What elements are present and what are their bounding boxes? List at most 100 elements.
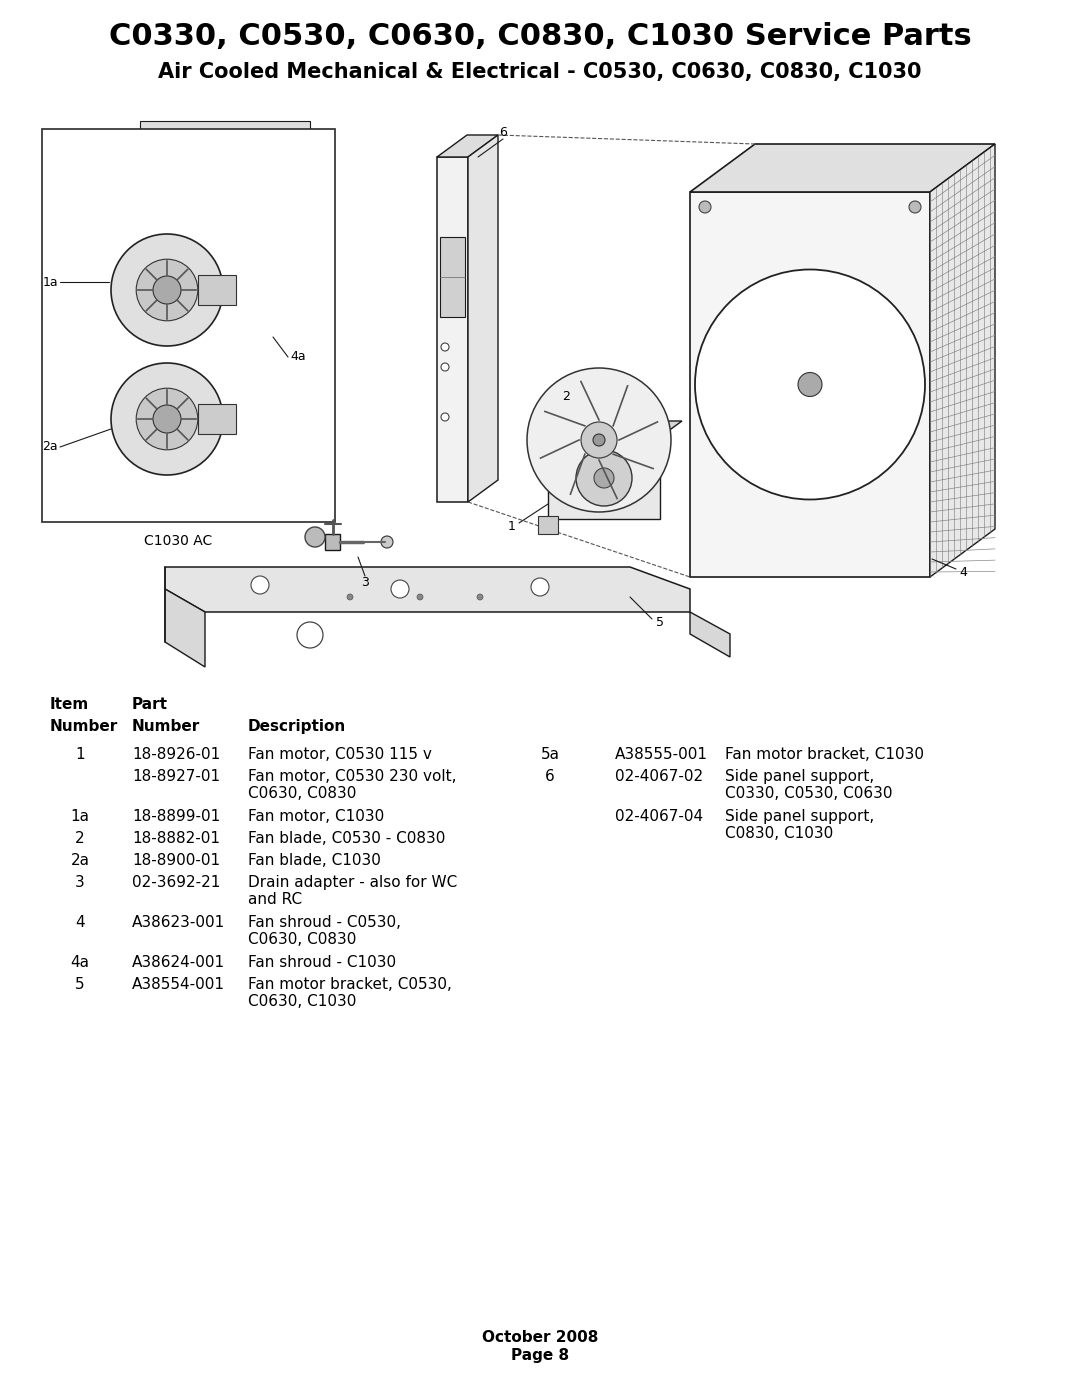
Polygon shape: [690, 191, 930, 577]
Circle shape: [381, 536, 393, 548]
Text: A38555-001: A38555-001: [615, 747, 708, 761]
Text: Description: Description: [248, 719, 347, 733]
Text: October 2008: October 2008: [482, 1330, 598, 1345]
Text: A38623-001: A38623-001: [132, 915, 226, 930]
Circle shape: [531, 578, 549, 597]
Text: Fan shroud - C1030: Fan shroud - C1030: [248, 956, 396, 970]
Bar: [42, 129, 335, 522]
Text: Page 8: Page 8: [511, 1348, 569, 1363]
Text: C0330, C0530, C0630, C0830, C1030 Service Parts: C0330, C0530, C0630, C0830, C1030 Servic…: [109, 22, 971, 52]
Text: 18-8927-01: 18-8927-01: [132, 768, 220, 784]
Text: 2: 2: [76, 831, 85, 847]
Text: 1a: 1a: [70, 809, 90, 824]
Bar: [538, 515, 558, 534]
Polygon shape: [140, 122, 310, 168]
Circle shape: [581, 422, 617, 458]
Polygon shape: [165, 567, 690, 612]
Text: 6: 6: [545, 768, 555, 784]
Circle shape: [594, 468, 615, 488]
Polygon shape: [930, 144, 995, 577]
Text: 2a: 2a: [42, 440, 58, 454]
Text: 2: 2: [562, 391, 570, 404]
Text: Part: Part: [132, 697, 168, 712]
Circle shape: [153, 405, 181, 433]
Circle shape: [593, 434, 605, 446]
Text: Item: Item: [50, 697, 90, 712]
Circle shape: [441, 363, 449, 372]
Polygon shape: [265, 138, 310, 502]
Polygon shape: [95, 168, 265, 502]
Text: 1: 1: [508, 521, 516, 534]
Circle shape: [576, 450, 632, 506]
Text: 4a: 4a: [70, 956, 90, 970]
Text: Fan blade, C1030: Fan blade, C1030: [248, 854, 381, 868]
Polygon shape: [437, 156, 468, 502]
Circle shape: [441, 344, 449, 351]
Text: 18-8926-01: 18-8926-01: [132, 747, 220, 761]
Polygon shape: [548, 420, 681, 437]
Text: 02-4067-04: 02-4067-04: [615, 809, 703, 824]
Circle shape: [696, 270, 924, 500]
Polygon shape: [95, 138, 310, 168]
Circle shape: [111, 235, 222, 346]
Text: 02-3692-21: 02-3692-21: [132, 875, 220, 890]
Circle shape: [347, 594, 353, 599]
Circle shape: [391, 580, 409, 598]
Text: 3: 3: [361, 576, 369, 588]
Text: A38624-001: A38624-001: [132, 956, 225, 970]
Circle shape: [153, 277, 181, 305]
Text: Fan motor bracket, C1030: Fan motor bracket, C1030: [725, 747, 924, 761]
Text: 18-8899-01: 18-8899-01: [132, 809, 220, 824]
Circle shape: [798, 373, 822, 397]
Text: 4: 4: [76, 915, 85, 930]
Polygon shape: [690, 144, 995, 191]
Text: 1a: 1a: [42, 275, 58, 289]
Text: 02-4067-02: 02-4067-02: [615, 768, 703, 784]
Text: 4a: 4a: [291, 351, 306, 363]
Text: 3: 3: [76, 875, 85, 890]
Text: Number: Number: [50, 719, 118, 733]
Bar: [198, 404, 235, 434]
Polygon shape: [437, 136, 498, 156]
Text: Side panel support,
C0330, C0530, C0630: Side panel support, C0330, C0530, C0630: [725, 768, 892, 802]
Text: 5: 5: [656, 616, 664, 629]
Text: C1030 AC: C1030 AC: [145, 534, 213, 548]
Circle shape: [909, 201, 921, 212]
Polygon shape: [468, 136, 498, 502]
Text: Fan motor, C1030: Fan motor, C1030: [248, 809, 384, 824]
Circle shape: [527, 367, 671, 511]
Circle shape: [251, 576, 269, 594]
Text: Number: Number: [132, 719, 200, 733]
Text: A38554-001: A38554-001: [132, 977, 225, 992]
Circle shape: [699, 201, 711, 212]
Text: Side panel support,
C0830, C1030: Side panel support, C0830, C1030: [725, 809, 874, 841]
Text: 5a: 5a: [540, 747, 559, 761]
Text: Fan blade, C0530 - C0830: Fan blade, C0530 - C0830: [248, 831, 445, 847]
Polygon shape: [548, 437, 660, 520]
Bar: [198, 275, 235, 305]
Circle shape: [477, 594, 483, 599]
Text: Fan shroud - C0530,
C0630, C0830: Fan shroud - C0530, C0630, C0830: [248, 915, 401, 947]
Text: 2a: 2a: [70, 854, 90, 868]
Text: 5: 5: [76, 977, 85, 992]
Text: Fan motor, C0530 230 volt,
C0630, C0830: Fan motor, C0530 230 volt, C0630, C0830: [248, 768, 457, 802]
Circle shape: [297, 622, 323, 648]
Text: 1: 1: [76, 747, 85, 761]
Text: Drain adapter - also for WC
and RC: Drain adapter - also for WC and RC: [248, 875, 457, 908]
Circle shape: [136, 260, 198, 321]
Circle shape: [136, 388, 198, 450]
Text: Air Cooled Mechanical & Electrical - C0530, C0630, C0830, C1030: Air Cooled Mechanical & Electrical - C05…: [159, 61, 921, 82]
Text: 6: 6: [499, 126, 507, 138]
Text: 18-8882-01: 18-8882-01: [132, 831, 220, 847]
Circle shape: [441, 414, 449, 420]
Polygon shape: [440, 237, 465, 317]
Text: Fan motor bracket, C0530,
C0630, C1030: Fan motor bracket, C0530, C0630, C1030: [248, 977, 451, 1010]
Text: Fan motor, C0530 115 v: Fan motor, C0530 115 v: [248, 747, 432, 761]
Polygon shape: [165, 590, 205, 666]
Circle shape: [417, 594, 423, 599]
Polygon shape: [325, 534, 340, 550]
Circle shape: [111, 363, 222, 475]
Text: 4: 4: [959, 566, 967, 578]
Polygon shape: [690, 612, 730, 657]
Text: 18-8900-01: 18-8900-01: [132, 854, 220, 868]
